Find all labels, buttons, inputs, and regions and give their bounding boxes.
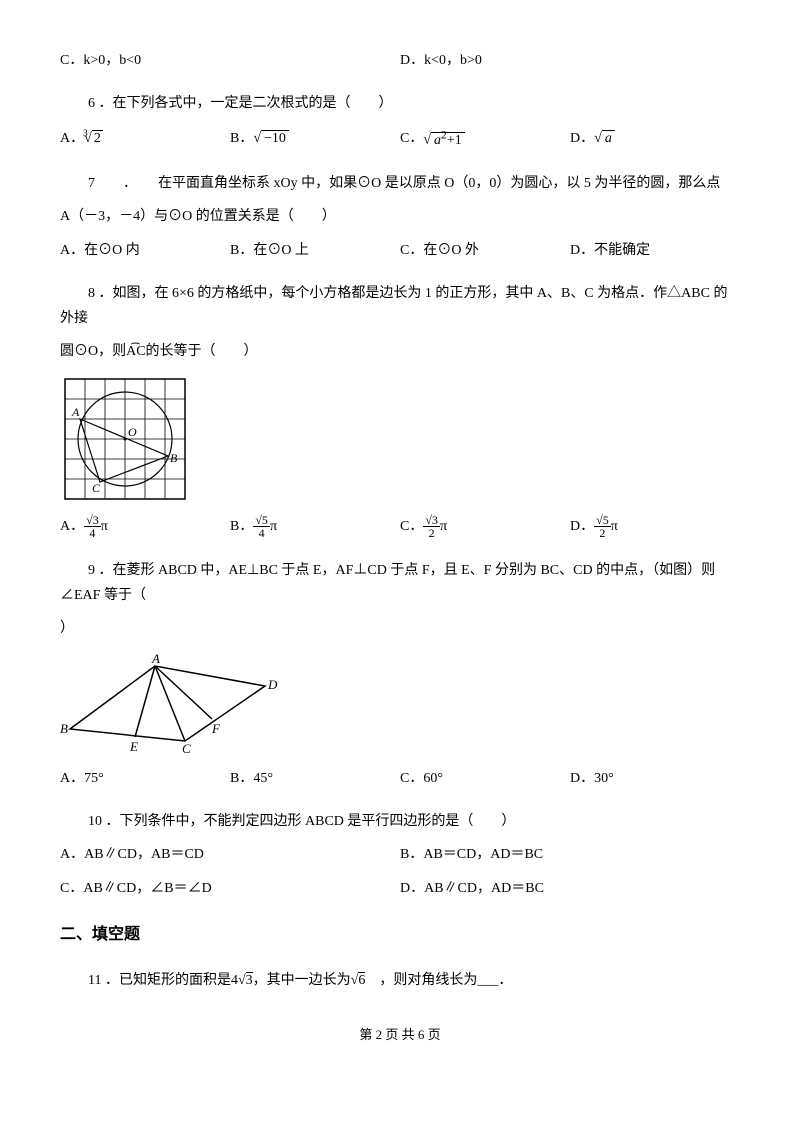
q7-stem-1: 7 ． 在平面直角坐标系 xOy 中，如果⊙O 是以原点 O（0，0）为圆心，以…: [60, 171, 740, 196]
q8-stem-1: 8 ．如图，在 6×6 的方格纸中，每个小方格都是边长为 1 的正方形，其中 A…: [60, 281, 740, 331]
q8-opt-c: C． √32π: [400, 514, 570, 539]
q6-opt-a: A． 3√2: [60, 126, 230, 151]
q6-opt-d: D． √a: [570, 126, 740, 151]
opt-label: B．: [230, 514, 253, 539]
section-2-title: 二、填空题: [60, 921, 740, 950]
q10-stem: 10 ．下列条件中，不能判定四边形 ABCD 是平行四边形的是（ ）: [60, 809, 740, 834]
q9-stem-2: ）: [60, 616, 740, 641]
fraction-icon: √34: [84, 514, 101, 539]
q10-opt-c: C．AB∥CD，∠B＝∠D: [60, 876, 400, 901]
q8-figure: A B C O: [60, 374, 740, 504]
opt-label: C．: [400, 514, 423, 539]
q7-opt-b: B．在⊙O 上: [230, 238, 400, 263]
q10-opt-d: D．AB∥CD，AD＝BC: [400, 876, 740, 901]
fraction-icon: √32: [423, 514, 440, 539]
q8-stem-2: 圆⊙O，则A͡C的长等于（ ）: [60, 339, 740, 364]
q7-opt-c: C．在⊙O 外: [400, 238, 570, 263]
q7-stem-2: A（－3，－4）与⊙O 的位置关系是（ ）: [60, 204, 740, 229]
svg-text:B: B: [170, 451, 178, 465]
svg-text:C: C: [182, 741, 191, 756]
q11-stem: 11 ．已知矩形的面积是4√3，其中一边长为√6 ，则对角线长为___．: [60, 968, 740, 993]
opt-label: D．: [570, 514, 594, 539]
svg-text:D: D: [267, 677, 278, 692]
pi-icon: π: [101, 514, 108, 539]
q6-stem: 6 ．在下列各式中，一定是二次根式的是（ ）: [60, 91, 740, 116]
opt-label: A．: [60, 514, 84, 539]
q11-post: ，则对角线长为___．: [365, 973, 512, 988]
opt-label: B．: [230, 126, 253, 151]
q5-options: C．k>0，b<0 D．k<0，b>0: [60, 48, 740, 73]
svg-text:A: A: [151, 651, 160, 666]
svg-text:C: C: [92, 481, 101, 495]
q7-options: A．在⊙O 内 B．在⊙O 上 C．在⊙O 外 D．不能确定: [60, 238, 740, 263]
q7-opt-d: D．不能确定: [570, 238, 740, 263]
cube-root-icon: 3√2: [84, 126, 103, 151]
q11-mid: ，其中一边长为: [253, 973, 351, 988]
q9-figure: A B C D E F: [60, 651, 740, 756]
sqrt-icon: 4√3: [231, 972, 253, 988]
page-footer: 第 2 页 共 6 页: [60, 1023, 740, 1046]
fraction-icon: √54: [253, 514, 270, 539]
q9-stem-1: 9 ．在菱形 ABCD 中，AE⊥BC 于点 E，AF⊥CD 于点 F，且 E、…: [60, 558, 740, 608]
svg-text:O: O: [128, 425, 137, 439]
q8-options: A． √34π B． √54π C． √32π D． √52π: [60, 514, 740, 539]
opt-label: D．: [570, 126, 594, 151]
q9-opt-c: C．60°: [400, 766, 570, 791]
q8-opt-d: D． √52π: [570, 514, 740, 539]
q9-options: A．75° B．45° C．60° D．30°: [60, 766, 740, 791]
sqrt-icon: √a: [594, 126, 615, 151]
svg-text:E: E: [129, 739, 138, 754]
q5-opt-d: D．k<0，b>0: [400, 48, 740, 73]
q9-opt-b: B．45°: [230, 766, 400, 791]
opt-label: C．: [400, 126, 423, 151]
sqrt-icon: √6: [351, 972, 366, 988]
q7-opt-a: A．在⊙O 内: [60, 238, 230, 263]
q10-opt-b: B．AB＝CD，AD＝BC: [400, 842, 740, 867]
q6-options: A． 3√2 B． √−10 C． √a2+1 D． √a: [60, 124, 740, 153]
opt-label: A．: [60, 126, 84, 151]
q11-pre: 11 ．已知矩形的面积是: [88, 973, 231, 988]
q10-options-row1: A．AB∥CD，AB＝CD B．AB＝CD，AD＝BC: [60, 842, 740, 867]
svg-text:B: B: [60, 721, 68, 736]
q8-opt-b: B． √54π: [230, 514, 400, 539]
fraction-icon: √52: [594, 514, 611, 539]
sqrt-icon: √a2+1: [423, 124, 464, 153]
q10-opt-a: A．AB∥CD，AB＝CD: [60, 842, 400, 867]
svg-text:F: F: [211, 721, 221, 736]
q9-opt-a: A．75°: [60, 766, 230, 791]
svg-text:A: A: [71, 405, 80, 419]
q10-options-row2: C．AB∥CD，∠B＝∠D D．AB∥CD，AD＝BC: [60, 876, 740, 901]
q6-opt-c: C． √a2+1: [400, 124, 570, 153]
pi-icon: π: [440, 514, 447, 539]
sqrt-icon: √−10: [253, 126, 289, 151]
q6-opt-b: B． √−10: [230, 126, 400, 151]
q5-opt-c: C．k>0，b<0: [60, 48, 400, 73]
pi-icon: π: [611, 514, 618, 539]
q8-opt-a: A． √34π: [60, 514, 230, 539]
pi-icon: π: [270, 514, 277, 539]
q9-opt-d: D．30°: [570, 766, 740, 791]
